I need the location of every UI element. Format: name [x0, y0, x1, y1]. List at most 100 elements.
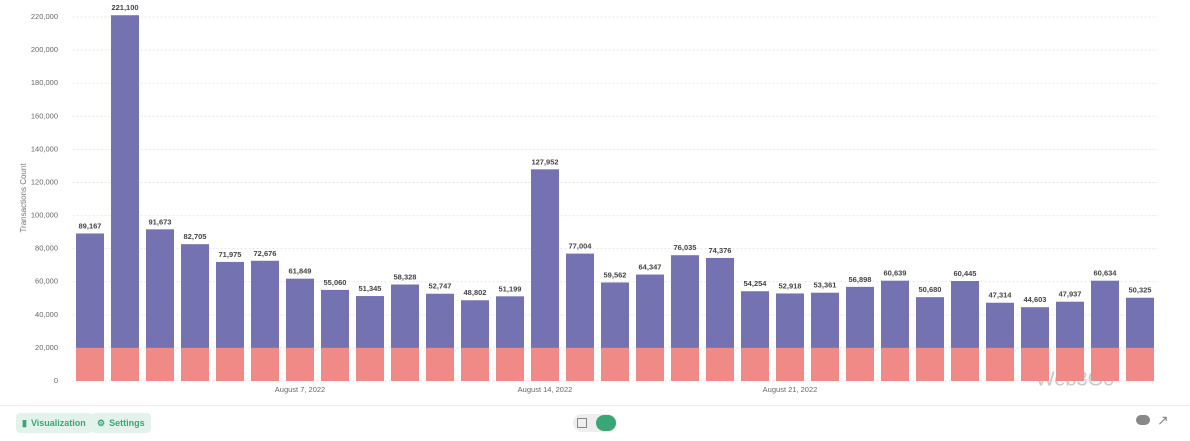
- bar-segment: [636, 274, 664, 348]
- bar-segment: [601, 282, 629, 348]
- total-label: 50,680: [919, 285, 942, 294]
- bar-segment: [881, 347, 909, 381]
- visualization-label: Visualization: [30, 418, 86, 428]
- bar-segment: [531, 169, 559, 348]
- bar-segment: [76, 233, 104, 348]
- y-tick-label: 220,000: [31, 12, 58, 21]
- bar-segment: [986, 347, 1014, 381]
- bar-segment: [1126, 347, 1154, 381]
- bar-segment: [601, 347, 629, 381]
- bar-segment: [426, 293, 454, 348]
- bar-segment: [1021, 307, 1049, 348]
- total-label: 60,634: [1094, 269, 1118, 278]
- y-tick-label: 80,000: [35, 244, 58, 253]
- bar-segment: [181, 244, 209, 348]
- bar-segment: [881, 280, 909, 348]
- bar-segment: [741, 347, 769, 381]
- bar-segment: [356, 296, 384, 348]
- y-tick-label: 160,000: [31, 111, 58, 120]
- view-toggle[interactable]: [573, 414, 617, 432]
- bar-segment: [1091, 347, 1119, 381]
- bar-segment: [1056, 301, 1084, 348]
- y-tick-label: 60,000: [35, 277, 58, 286]
- total-label: 76,035: [674, 243, 697, 252]
- total-label: 55,060: [324, 278, 347, 287]
- bar-segment: [286, 347, 314, 381]
- total-label: 221,100: [111, 3, 138, 12]
- settings-label: Settings: [109, 418, 145, 428]
- chart-icon[interactable]: [596, 415, 616, 431]
- bar-segment: [146, 229, 174, 348]
- bar-segment: [391, 284, 419, 348]
- bar-segment: [846, 347, 874, 381]
- bar-segment: [566, 253, 594, 348]
- chart: Transactions Count Web3Go 020,00040,0006…: [19, 3, 1158, 394]
- bar-segment: [846, 286, 874, 348]
- bar-segment: [76, 347, 104, 381]
- total-label: 91,673: [149, 217, 172, 226]
- total-label: 52,747: [429, 282, 452, 291]
- bar-segment: [671, 347, 699, 381]
- total-label: 53,361: [814, 281, 837, 290]
- x-tick-label: August 7, 2022: [275, 385, 325, 394]
- y-tick-label: 140,000: [31, 144, 58, 153]
- expand-icon[interactable]: ↗: [1157, 412, 1169, 428]
- bar-segment: [391, 347, 419, 381]
- total-label: 51,199: [499, 284, 522, 293]
- bar-segment: [461, 300, 489, 348]
- bar-segment: [321, 289, 349, 348]
- y-tick-label: 100,000: [31, 211, 58, 220]
- bar-segment: [111, 15, 139, 348]
- total-label: 51,345: [359, 284, 382, 293]
- total-label: 44,603: [1024, 295, 1047, 304]
- y-tick-label: 20,000: [35, 343, 58, 352]
- y-tick-label: 200,000: [31, 45, 58, 54]
- bar-segment: [706, 257, 734, 348]
- bar-segment: [1056, 347, 1084, 381]
- download-icon[interactable]: [1136, 415, 1150, 425]
- settings-button[interactable]: ⚙ Settings: [91, 413, 151, 433]
- y-axis-title: Transactions Count: [19, 163, 28, 233]
- bar-segment: [811, 347, 839, 381]
- total-label: 127,952: [531, 157, 558, 166]
- total-label: 60,445: [954, 269, 977, 278]
- bar-segment: [671, 255, 699, 348]
- table-icon[interactable]: [577, 418, 587, 428]
- bar-segment: [706, 347, 734, 381]
- total-label: 72,676: [254, 249, 277, 258]
- total-label: 47,314: [989, 291, 1013, 300]
- total-label: 89,167: [79, 221, 102, 230]
- bar-segment: [776, 347, 804, 381]
- total-label: 50,325: [1129, 286, 1152, 295]
- bar-segment: [951, 347, 979, 381]
- x-tick-label: August 14, 2022: [518, 385, 573, 394]
- bar-segment: [251, 347, 279, 381]
- bar-segment: [741, 291, 769, 348]
- bar-segment: [1021, 347, 1049, 381]
- bar-segment: [776, 293, 804, 348]
- bar-segment: [496, 347, 524, 381]
- bar-segment: [916, 347, 944, 381]
- bar-segment: [426, 347, 454, 381]
- y-tick-label: 40,000: [35, 310, 58, 319]
- total-label: 77,004: [569, 242, 593, 251]
- bar-segment: [1091, 280, 1119, 348]
- bar-segment: [321, 347, 349, 381]
- bar-segment: [216, 347, 244, 381]
- bar-segment: [986, 302, 1014, 348]
- bar-segment: [461, 347, 489, 381]
- bar-segment: [356, 347, 384, 381]
- bar-segment: [496, 296, 524, 348]
- bar-segment: [1126, 297, 1154, 348]
- total-label: 48,802: [464, 288, 487, 297]
- bar-segment: [636, 347, 664, 381]
- bar-segment: [531, 347, 559, 381]
- total-label: 58,328: [394, 272, 417, 281]
- x-tick-label: August 21, 2022: [763, 385, 818, 394]
- bar-segment: [181, 347, 209, 381]
- total-label: 54,254: [744, 279, 768, 288]
- bar-segment: [951, 281, 979, 348]
- total-label: 61,849: [289, 267, 312, 276]
- visualization-button[interactable]: ▮ Visualization: [16, 413, 92, 433]
